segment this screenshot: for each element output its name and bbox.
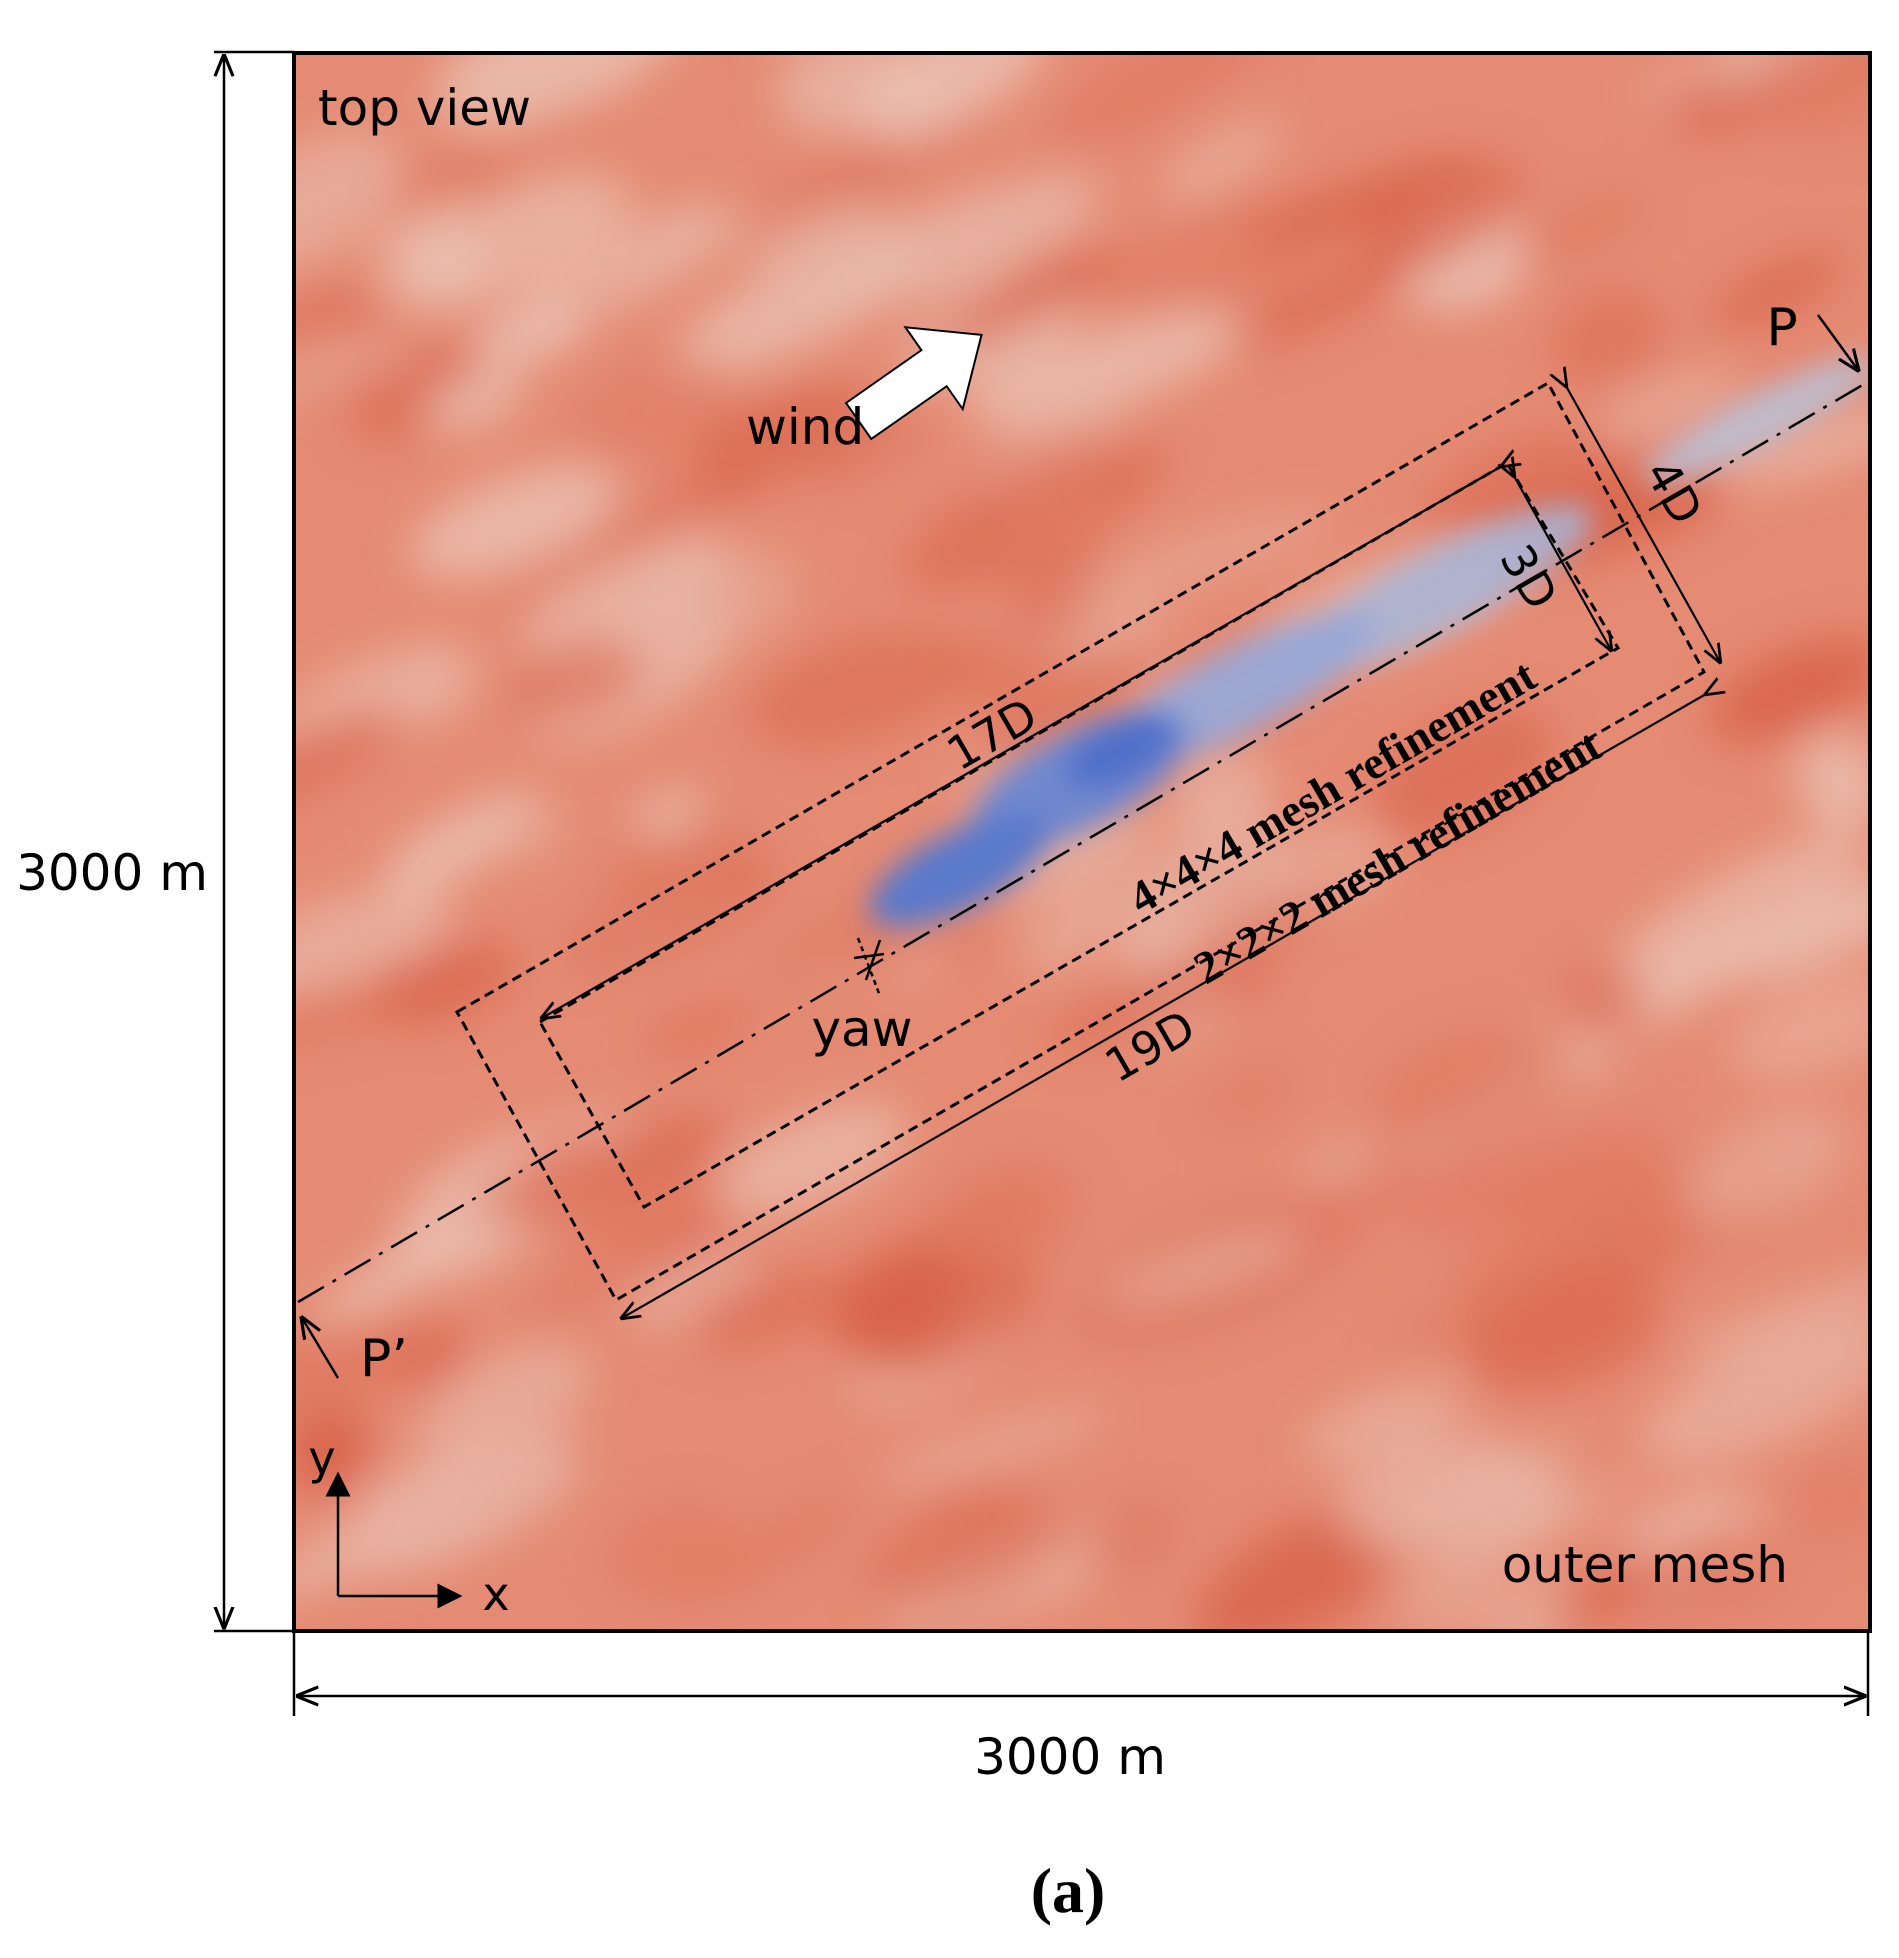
field-patch xyxy=(1723,876,1870,982)
point-p-prime-label: P’ xyxy=(360,1329,408,1389)
field-patch xyxy=(385,791,541,882)
field-patch xyxy=(294,132,402,277)
field-patch xyxy=(878,1408,1109,1483)
height-dimension-label: 3000 m xyxy=(16,844,208,902)
field-patch xyxy=(470,303,589,366)
field-patch xyxy=(1195,1506,1402,1631)
wind-label: wind xyxy=(746,398,864,456)
field-patch xyxy=(1160,120,1284,201)
field-patch xyxy=(1768,53,1870,143)
field-patch xyxy=(610,212,752,280)
field-patch xyxy=(381,173,630,310)
dim-19d-arrow xyxy=(622,694,1706,1318)
field-patch xyxy=(1712,406,1870,486)
field-patch xyxy=(432,53,683,130)
field-patch xyxy=(1247,156,1474,251)
field-patch xyxy=(1366,1441,1574,1553)
coordinate-axes xyxy=(325,1471,463,1609)
outer-mesh-label: outer mesh xyxy=(1502,1536,1788,1594)
field-patch xyxy=(1513,193,1648,263)
axis-y-label: y xyxy=(308,1431,335,1485)
axis-x-label: x xyxy=(482,1567,509,1621)
field-patch xyxy=(608,1502,738,1598)
dim-4d-arrow xyxy=(1566,386,1720,662)
field-patch xyxy=(424,369,526,433)
field-patch xyxy=(1028,163,1108,237)
field-patch xyxy=(360,193,468,259)
field-patch xyxy=(1708,637,1870,743)
field-patch xyxy=(1639,1325,1870,1465)
field-patch xyxy=(1301,1381,1465,1463)
field-patch xyxy=(1796,733,1870,831)
field-patch xyxy=(866,1498,1068,1612)
field-patch xyxy=(294,336,403,413)
width-dimension-label: 3000 m xyxy=(974,1728,1166,1786)
field-patch xyxy=(1551,289,1666,390)
field-patch xyxy=(1626,1538,1735,1625)
yaw-label: yaw xyxy=(811,1000,912,1058)
field-patch xyxy=(379,652,481,727)
wind-arrow-icon xyxy=(844,326,983,441)
top-view-label: top view xyxy=(318,79,531,137)
p-pointer xyxy=(1816,314,1858,370)
field-patch xyxy=(1711,252,1844,330)
point-p-label: P xyxy=(1766,298,1797,358)
field-patch xyxy=(968,311,1241,430)
domain-border xyxy=(292,51,1872,1633)
field-patch xyxy=(1395,1549,1514,1631)
field-patch xyxy=(312,1207,510,1326)
field-patch xyxy=(572,353,740,466)
height-dimension xyxy=(214,50,294,1633)
box-dimension-arrows xyxy=(542,386,1720,1318)
figure-caption: (a) xyxy=(1031,1855,1106,1926)
field-patch xyxy=(1080,1505,1173,1577)
p-prime-pointer xyxy=(302,1318,340,1379)
field-patch xyxy=(672,1494,857,1607)
field-patch xyxy=(1785,1452,1870,1544)
field-patch xyxy=(329,1436,582,1578)
field-patch xyxy=(1730,975,1870,1080)
width-dimension xyxy=(292,1631,1870,1716)
field-patch xyxy=(739,214,920,348)
field-patch xyxy=(294,887,454,998)
turbine-rotor-icon xyxy=(853,937,885,997)
field-patch xyxy=(370,941,517,1026)
field-patch xyxy=(859,53,1048,138)
field-patch xyxy=(1047,53,1273,147)
velocity-field xyxy=(294,53,1870,1631)
field-patch xyxy=(1680,1264,1870,1363)
field-patch xyxy=(416,1343,593,1466)
field-patch xyxy=(932,247,1123,349)
field-patch xyxy=(294,1318,436,1422)
